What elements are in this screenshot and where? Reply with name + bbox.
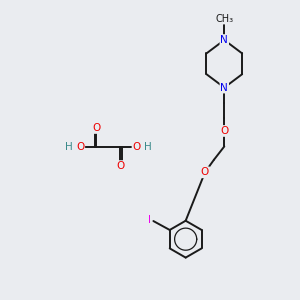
Text: O: O: [201, 167, 209, 177]
Text: H: H: [65, 142, 73, 152]
Text: I: I: [148, 214, 151, 224]
Text: O: O: [220, 126, 228, 136]
Text: N: N: [220, 82, 228, 93]
Text: O: O: [116, 161, 124, 171]
Text: H: H: [144, 142, 152, 152]
Text: O: O: [92, 123, 101, 133]
Text: N: N: [220, 35, 228, 45]
Text: O: O: [133, 142, 141, 152]
Text: CH₃: CH₃: [215, 14, 233, 24]
Text: O: O: [76, 142, 84, 152]
